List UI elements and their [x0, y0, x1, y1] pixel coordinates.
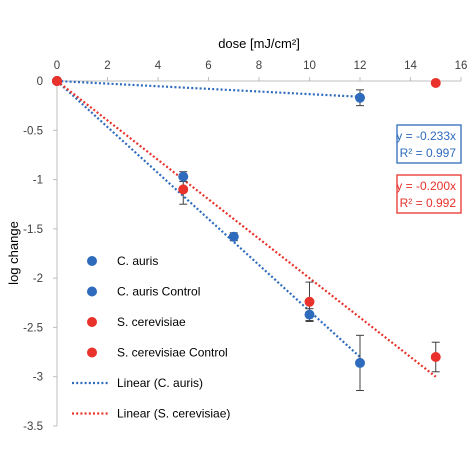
x-tick-label: 6 — [205, 60, 211, 72]
y-tick-label: -3 — [33, 372, 43, 384]
trendline-c-auris — [56, 80, 361, 358]
legend-item: C. auris Control — [87, 285, 200, 299]
legend-marker — [87, 347, 97, 358]
point-c-auris — [304, 309, 315, 320]
point-c-auris — [178, 171, 189, 182]
x-tick-label: 10 — [303, 60, 316, 72]
y-tick-label: -1.5 — [23, 224, 43, 236]
legend-label: Linear (C. auris) — [117, 376, 203, 390]
point-c-auris-control — [355, 92, 365, 103]
legend-marker — [87, 256, 97, 266]
y-tick-label: -3.5 — [23, 421, 43, 433]
x-tick-label: 14 — [404, 60, 417, 72]
legend-label: S. cerevisiae Control — [117, 346, 228, 360]
r-squared-text: R² = 0.997 — [400, 146, 457, 160]
legend-label: Linear (S. cerevisiae) — [117, 407, 230, 421]
equation-box-border — [396, 174, 462, 214]
trendline-c-auris-control — [56, 79, 361, 98]
legend-item: S. cerevisiae Control — [87, 346, 228, 360]
x-tick-label: 2 — [104, 60, 110, 72]
legend-label: S. cerevisiae — [117, 315, 186, 329]
y-tick-label: -1 — [33, 175, 43, 187]
point-s-cerevisiae-control — [52, 76, 62, 86]
r-squared-text: R² = 0.992 — [400, 196, 457, 210]
x-tick-label: 4 — [155, 60, 162, 72]
point-s-cerevisiae — [430, 352, 441, 362]
y-tick-label: -0.5 — [23, 125, 43, 137]
legend-item: Linear (C. auris) — [72, 376, 203, 390]
point-c-auris — [228, 231, 239, 242]
legend-item: Linear (S. cerevisiae) — [72, 407, 230, 421]
legend-marker — [87, 286, 97, 297]
equation-text: y = -0.200x — [396, 179, 456, 193]
point-s-cerevisiae — [178, 184, 189, 195]
y-axis-title: log change — [6, 221, 21, 285]
legend: C. auris C. auris Control S. cerevisiae S. … — [72, 254, 230, 421]
x-tick-label: 12 — [354, 60, 367, 72]
y-tick-label: 0 — [37, 76, 43, 88]
x-axis-title: dose [mJ/cm²] — [218, 36, 300, 51]
equation-box-s-cerevisiae: y = -0.200x R² = 0.992 — [396, 174, 462, 214]
x-tick-label: 8 — [256, 60, 262, 72]
legend-label: C. auris Control — [117, 285, 200, 299]
x-tick-label: 16 — [455, 60, 468, 72]
equation-box-border — [396, 124, 462, 164]
legend-item: S. cerevisiae — [87, 315, 186, 329]
legend-marker — [87, 317, 97, 327]
point-s-cerevisiae — [304, 296, 315, 307]
y-tick-label: -2.5 — [23, 322, 43, 334]
point-c-auris — [355, 357, 365, 368]
trendline-s-cerevisiae — [56, 80, 437, 378]
legend-label: C. auris — [117, 254, 158, 268]
legend-item: C. auris — [87, 254, 158, 268]
x-tick-label: 0 — [54, 60, 60, 72]
equation-box-c-auris: y = -0.233x R² = 0.997 — [396, 124, 462, 164]
point-s-cerevisiae-control — [430, 77, 441, 88]
y-tick-label: -2 — [33, 273, 43, 285]
equation-text: y = -0.233x — [396, 129, 456, 143]
